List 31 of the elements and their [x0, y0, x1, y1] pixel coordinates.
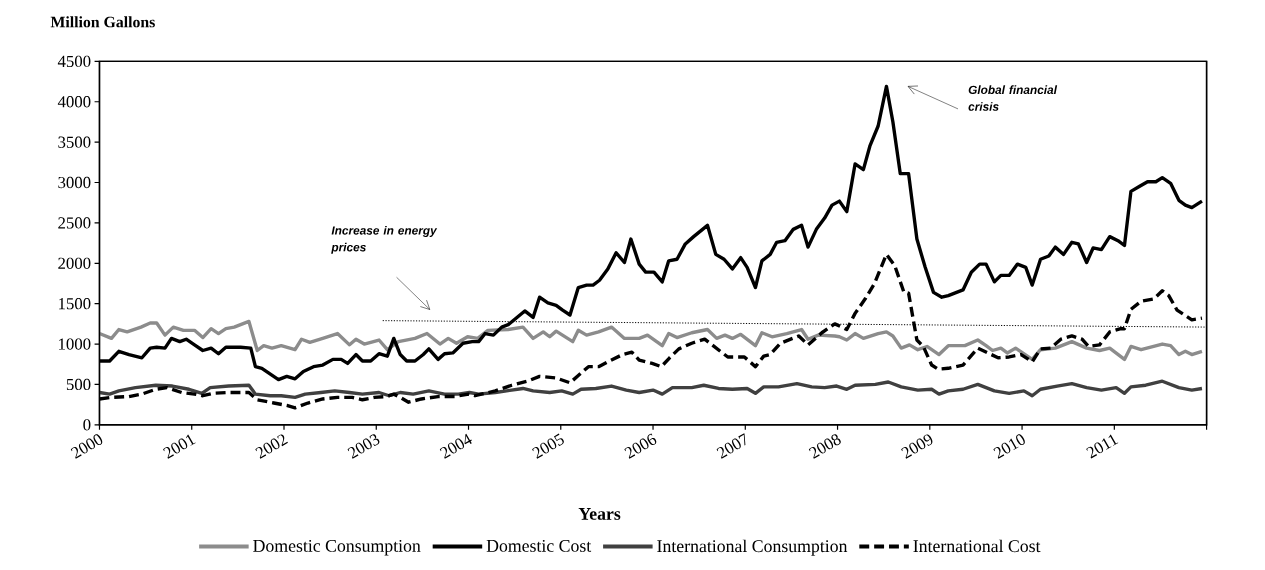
line-series	[97, 379, 1204, 399]
annotation: Global financial crisis	[968, 85, 1058, 111]
legend-label: Domestic Consumption	[253, 539, 421, 556]
x-tick-label: 2006	[624, 433, 657, 459]
y-tick-label: 1000	[59, 338, 91, 350]
x-tick-label: 2005	[532, 433, 564, 459]
x-tick-label: 2003	[347, 434, 380, 459]
y-axis-title: Million Gallons	[50, 16, 155, 28]
y-tick-label: 500	[66, 378, 91, 390]
y-tick-label: 1500	[59, 297, 91, 310]
y-tick-label: 2000	[58, 257, 91, 269]
y-tick-label: 0	[83, 418, 91, 431]
legend-label: International Cost	[913, 539, 1041, 552]
x-tick-label: 2004	[439, 433, 472, 459]
x-tick-label: 2008	[808, 434, 841, 459]
x-tick-label: 2009	[901, 434, 933, 459]
x-tick-label: 2002	[255, 434, 288, 459]
annotation: Increase in energy prices	[331, 225, 438, 254]
y-tick-label: 4500	[57, 55, 91, 67]
y-tick-label: 3000	[58, 176, 91, 188]
x-tick-label: 2010	[993, 434, 1025, 459]
y-tick-label: 2500	[58, 217, 91, 229]
line-series	[97, 319, 1204, 361]
y-tick-label: 3500	[58, 136, 91, 148]
x-tick-label: 2011	[1086, 434, 1119, 459]
x-axis-title: Years	[578, 507, 621, 520]
x-tick-label: 2007	[716, 432, 746, 459]
legend-label: International Consumption	[657, 539, 848, 556]
legend-label: Domestic Cost	[486, 539, 592, 552]
x-tick-label: 2001	[163, 434, 196, 459]
y-tick-label: 4000	[57, 95, 91, 108]
